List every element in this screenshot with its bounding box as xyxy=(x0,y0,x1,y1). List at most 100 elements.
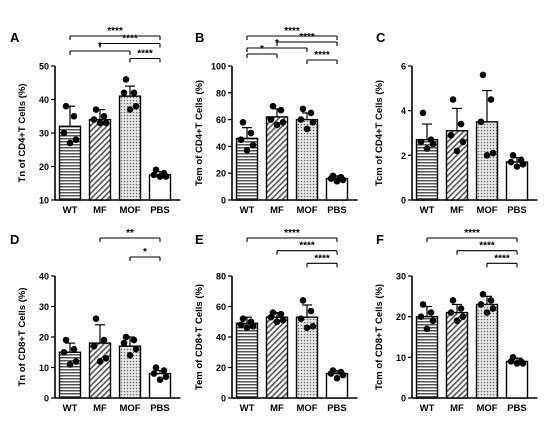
data-point xyxy=(507,358,515,365)
data-point xyxy=(120,89,128,97)
data-point xyxy=(247,129,255,137)
panel-letter: C xyxy=(376,30,386,45)
y-axis-label: Tn of CD8+T Cells (%) xyxy=(17,288,28,387)
data-point xyxy=(156,173,164,180)
data-point xyxy=(102,119,110,127)
data-point xyxy=(237,136,245,143)
x-tick-label: MF xyxy=(450,205,464,216)
x-tick-label: WT xyxy=(63,403,78,414)
data-point xyxy=(277,106,285,114)
data-point xyxy=(487,96,495,103)
significance-label: * xyxy=(143,247,147,258)
bar xyxy=(505,360,529,399)
significance-label: **** xyxy=(284,228,300,239)
x-tick-label: WT xyxy=(63,205,78,216)
data-point xyxy=(239,315,247,323)
data-point xyxy=(419,301,427,308)
data-point xyxy=(92,106,100,113)
data-point xyxy=(152,166,160,174)
panel-letter: F xyxy=(376,232,384,247)
x-tick-label: MOF xyxy=(119,205,140,216)
data-point xyxy=(307,307,315,315)
data-point xyxy=(249,323,257,330)
panel-letter: E xyxy=(195,232,204,247)
data-point xyxy=(429,140,437,148)
y-axis-label: Tcm of CD8+T Cells (%) xyxy=(374,284,385,390)
x-tick-label: WT xyxy=(420,205,435,216)
significance-label: **** xyxy=(137,49,153,60)
data-point xyxy=(237,321,245,329)
bar xyxy=(475,121,499,201)
data-point xyxy=(70,345,78,353)
data-point xyxy=(327,175,335,182)
data-point xyxy=(279,118,287,126)
data-point xyxy=(132,345,140,353)
y-tick-label: 20 xyxy=(39,333,49,343)
y-tick-label: 10 xyxy=(396,353,406,363)
data-point xyxy=(267,116,275,123)
data-point xyxy=(449,297,457,304)
data-point xyxy=(162,173,170,180)
data-point xyxy=(150,370,158,377)
data-point xyxy=(297,315,305,323)
x-tick-label: MOF xyxy=(296,205,317,216)
data-point xyxy=(130,89,138,97)
significance-label: **** xyxy=(107,26,123,37)
y-tick-label: 0 xyxy=(401,196,406,206)
data-point xyxy=(339,371,347,379)
data-point xyxy=(303,125,311,133)
data-point xyxy=(423,325,431,333)
data-point xyxy=(327,370,335,377)
data-point xyxy=(96,358,104,365)
data-point xyxy=(339,176,347,184)
x-tick-label: PBS xyxy=(507,403,527,414)
significance-label: * xyxy=(260,44,264,55)
significance-label: **** xyxy=(299,241,315,252)
data-point xyxy=(62,102,70,110)
y-tick-label: 40 xyxy=(216,333,226,343)
data-point xyxy=(299,105,307,113)
x-tick-label: WT xyxy=(240,205,255,216)
y-tick-label: 30 xyxy=(39,302,49,312)
x-tick-label: MF xyxy=(270,403,284,414)
significance-label: **** xyxy=(464,228,480,239)
data-point xyxy=(269,102,277,110)
significance-label: **** xyxy=(494,253,510,264)
panel-letter: A xyxy=(10,30,20,45)
data-point xyxy=(243,147,251,154)
data-point xyxy=(483,309,491,316)
data-point xyxy=(130,336,138,344)
data-point xyxy=(417,138,425,146)
data-point xyxy=(249,141,257,149)
significance-label: * xyxy=(98,41,102,52)
data-point xyxy=(160,367,168,374)
data-point xyxy=(132,102,140,110)
data-point xyxy=(277,310,285,318)
data-point xyxy=(66,139,74,147)
y-tick-label: 60 xyxy=(216,115,226,125)
x-tick-label: MF xyxy=(270,205,284,216)
data-point xyxy=(239,118,247,126)
y-tick-label: 0 xyxy=(221,196,226,206)
y-tick-label: 20 xyxy=(216,169,226,179)
data-point xyxy=(120,339,128,347)
data-point xyxy=(273,121,281,129)
bar xyxy=(235,322,259,399)
y-tick-label: 0 xyxy=(221,394,226,404)
data-point xyxy=(90,342,98,350)
data-point xyxy=(427,309,435,316)
y-tick-label: 2 xyxy=(401,151,406,161)
data-point xyxy=(100,112,108,120)
y-tick-label: 0 xyxy=(401,394,406,404)
data-point xyxy=(489,149,497,157)
data-point xyxy=(70,112,78,120)
y-tick-label: 60 xyxy=(216,302,226,312)
data-point xyxy=(453,147,461,155)
data-point xyxy=(457,120,465,128)
significance-label: **** xyxy=(122,34,138,45)
y-tick-label: 20 xyxy=(396,312,406,322)
data-point xyxy=(62,336,70,344)
data-point xyxy=(457,305,465,312)
data-point xyxy=(297,116,305,123)
